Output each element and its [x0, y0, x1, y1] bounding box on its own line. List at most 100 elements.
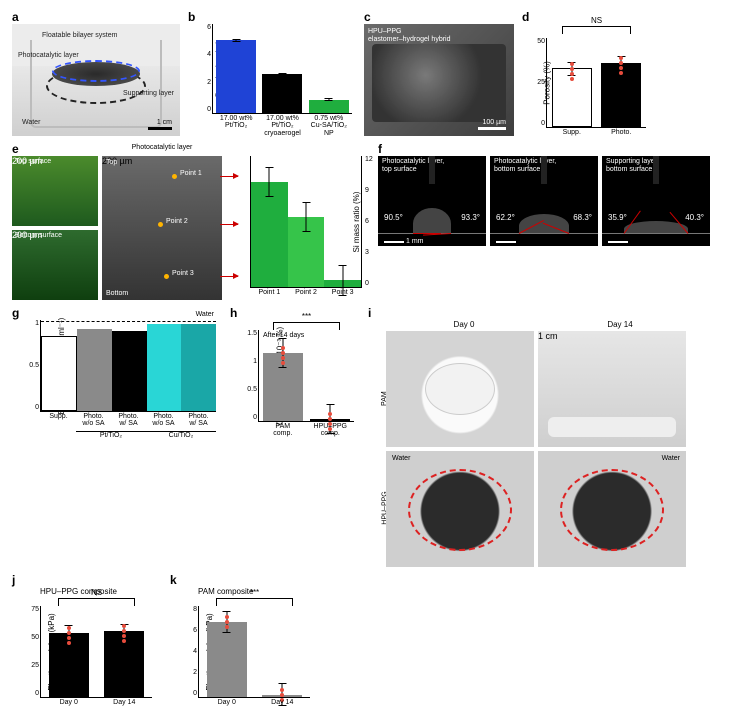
sb-i1: 1 cm [538, 331, 686, 341]
ytick: 0 [245, 414, 257, 421]
angle-right: 40.3° [685, 213, 704, 222]
ytick: 4 [185, 648, 197, 655]
chart-k: *** Elastic modulus (kPa) 86420 Day 0Day… [198, 606, 310, 698]
sig-h: *** [259, 312, 354, 321]
ytick: 25 [533, 79, 545, 86]
i-hpu-d14: Water [538, 451, 686, 567]
xlabel: Photo. w/ SA [181, 413, 216, 428]
i-hpu-d0: Water [386, 451, 534, 567]
label-support: Supporting layer [123, 90, 174, 97]
xlabel: Day 14 [255, 699, 311, 706]
panel-c: c HPU–PPG elastomer–hydrogel hybrid 100 … [364, 12, 514, 136]
ytick: 1 [27, 320, 39, 327]
panel-h: h *** After 14 days Catalyst leaching (×… [230, 308, 360, 567]
ca-title: Supporting layer,bottom surface [606, 158, 659, 173]
bar [552, 68, 592, 127]
label-bilayer: Floatable bilayer system [42, 32, 117, 39]
ytick: 1 [245, 358, 257, 365]
panel-a: a Floatable bilayer system Photocatalyti… [12, 12, 180, 136]
bar [41, 336, 77, 411]
label-water: Water [22, 119, 40, 126]
waterlabel: Water [196, 311, 214, 318]
panel-label-b: b [188, 10, 195, 24]
xlabel: Point 2 [288, 289, 325, 296]
bar [263, 353, 303, 421]
sb-sem: 200 µm [102, 156, 222, 166]
ns-d: NS [547, 16, 646, 25]
panel-label-j: j [12, 573, 15, 587]
chart-j: NS Elastic modulus (kPa) 7550250 Day 0Da… [40, 606, 152, 698]
ytick: 0.5 [27, 362, 39, 369]
e-sem: Photocatalytic layer Top Bottom Point 1 … [102, 156, 222, 300]
xlabel: PAM comp. [259, 423, 307, 438]
ytick: 0 [533, 120, 545, 127]
xlabel: 0.75 wt% Cu-SA/TiO₂ NP [306, 115, 352, 137]
panel-b: b Density (g ml⁻¹) 6420 17.00 wt% Pt/TiO… [188, 12, 356, 136]
ytick: 0 [27, 690, 39, 697]
ytick: 4 [199, 51, 211, 58]
panel-label-e: e [12, 142, 19, 156]
pt2: Point 2 [166, 218, 188, 225]
figure-root: a Floatable bilayer system Photocatalyti… [12, 12, 719, 698]
xlabel: Photo. w/o SA [146, 413, 181, 428]
ytick: 50 [533, 38, 545, 45]
col-d0: Day 0 [386, 320, 542, 329]
contact-angle-panel: Supporting layer,bottom surface35.9°40.3… [602, 156, 710, 246]
ns-j: NS [41, 588, 152, 597]
bar [309, 100, 349, 113]
xlabel: Day 14 [97, 699, 153, 706]
pt1: Point 1 [180, 170, 202, 177]
e-bottom-surface: Bottom surface 200 µm [12, 230, 98, 300]
sem-title: Photocatalytic layer [102, 144, 222, 151]
bar [112, 331, 147, 411]
water-lbl-r: Water [662, 455, 680, 462]
panel-k: k PAM composite *** Elastic modulus (kPa… [170, 575, 320, 698]
ytick: 0 [185, 690, 197, 697]
xlabel: 17.00 wt% Pt/TiO₂ cryoaerogel [259, 115, 305, 137]
panel-i: i Day 0 Day 14 PAM composite HPU–PPG com… [368, 308, 698, 567]
xlabel: Supp. [547, 129, 597, 136]
pt3: Point 3 [172, 270, 194, 277]
panel-a-photo: Floatable bilayer system Photocatalytic … [12, 24, 180, 136]
xlabel: Photo. [597, 129, 647, 136]
ytick: 0 [27, 404, 39, 411]
ytick: 6 [185, 627, 197, 634]
angle-left: 62.2° [496, 213, 515, 222]
chart-b: Density (g ml⁻¹) 6420 17.00 wt% Pt/TiO₂1… [212, 24, 352, 114]
bar [251, 182, 288, 287]
bar [147, 324, 182, 411]
bar [216, 40, 256, 113]
xlabel: Day 0 [199, 699, 255, 706]
bar [49, 633, 89, 697]
chart-e: Si mass ratio (%) 129630 Point 1Point 2P… [250, 156, 362, 288]
water-lbl-l: Water [392, 455, 410, 462]
angle-right: 68.3° [573, 213, 592, 222]
ytick: 0 [199, 106, 211, 113]
ytick: 6 [365, 218, 377, 225]
ytick: 8 [185, 606, 197, 613]
panel-d: d NS Porosity (%) 50250 Supp.Photo. [522, 12, 652, 136]
xlabel: Supp. [41, 413, 76, 428]
panel-j: j HPU–PPG composite NS Elastic modulus (… [12, 575, 162, 698]
caption-c: HPU–PPG elastomer–hydrogel hybrid [368, 28, 451, 43]
i-pam-d14: 1 cm [538, 331, 686, 447]
chart-d: NS Porosity (%) 50250 Supp.Photo. [546, 38, 646, 128]
ytick: 9 [365, 187, 377, 194]
ytick: 2 [199, 79, 211, 86]
xlabel: Photo. w/ SA [111, 413, 146, 428]
contact-angle-panel: Photocatalytic layer,top surface90.5°93.… [378, 156, 486, 246]
panel-label-d: d [522, 10, 529, 24]
panel-f: f Photocatalytic layer,top surface90.5°9… [378, 144, 718, 300]
chart-h: *** After 14 days Catalyst leaching (×10… [258, 330, 354, 422]
contact-angle-panel: Photocatalytic layer,bottom surface62.2°… [490, 156, 598, 246]
bar [262, 74, 302, 113]
panel-label-i: i [368, 306, 371, 320]
xlabel: 17.00 wt% Pt/TiO₂ [213, 115, 259, 137]
xlabel: Point 1 [251, 289, 288, 296]
xlabel: Photo. w/o SA [76, 413, 111, 428]
bar [181, 324, 216, 411]
ytick: 0.5 [245, 386, 257, 393]
ytick: 1.5 [245, 330, 257, 337]
angle-left: 90.5° [384, 213, 403, 222]
ytick: 25 [27, 662, 39, 669]
